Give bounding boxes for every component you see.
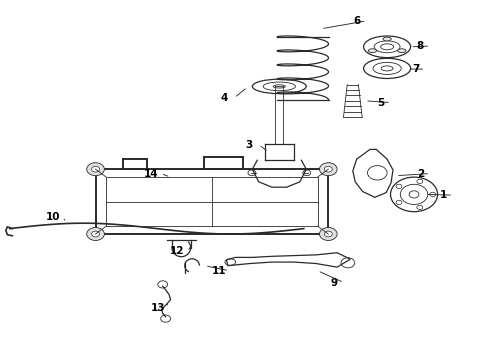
Text: 12: 12 <box>170 246 185 256</box>
Circle shape <box>319 228 337 240</box>
Circle shape <box>430 192 436 197</box>
Circle shape <box>417 205 423 210</box>
Circle shape <box>396 200 402 204</box>
Ellipse shape <box>368 49 376 53</box>
Text: 5: 5 <box>378 98 385 108</box>
Circle shape <box>324 166 332 172</box>
Text: 13: 13 <box>150 303 165 313</box>
Circle shape <box>92 231 99 237</box>
Text: 3: 3 <box>245 140 252 150</box>
Text: 8: 8 <box>417 41 424 51</box>
Circle shape <box>87 163 104 176</box>
Ellipse shape <box>383 37 391 41</box>
Circle shape <box>92 166 99 172</box>
Text: 11: 11 <box>212 266 227 276</box>
Circle shape <box>324 231 332 237</box>
Text: 1: 1 <box>440 190 447 200</box>
Text: 4: 4 <box>220 93 228 103</box>
Circle shape <box>87 228 104 240</box>
Circle shape <box>417 179 423 184</box>
Text: 2: 2 <box>417 168 424 179</box>
Circle shape <box>396 184 402 189</box>
Text: 6: 6 <box>353 16 360 26</box>
Circle shape <box>319 163 337 176</box>
Text: 14: 14 <box>144 168 158 179</box>
Text: 10: 10 <box>46 212 60 222</box>
Ellipse shape <box>398 49 406 53</box>
Text: 9: 9 <box>331 278 338 288</box>
Text: 7: 7 <box>412 64 419 74</box>
